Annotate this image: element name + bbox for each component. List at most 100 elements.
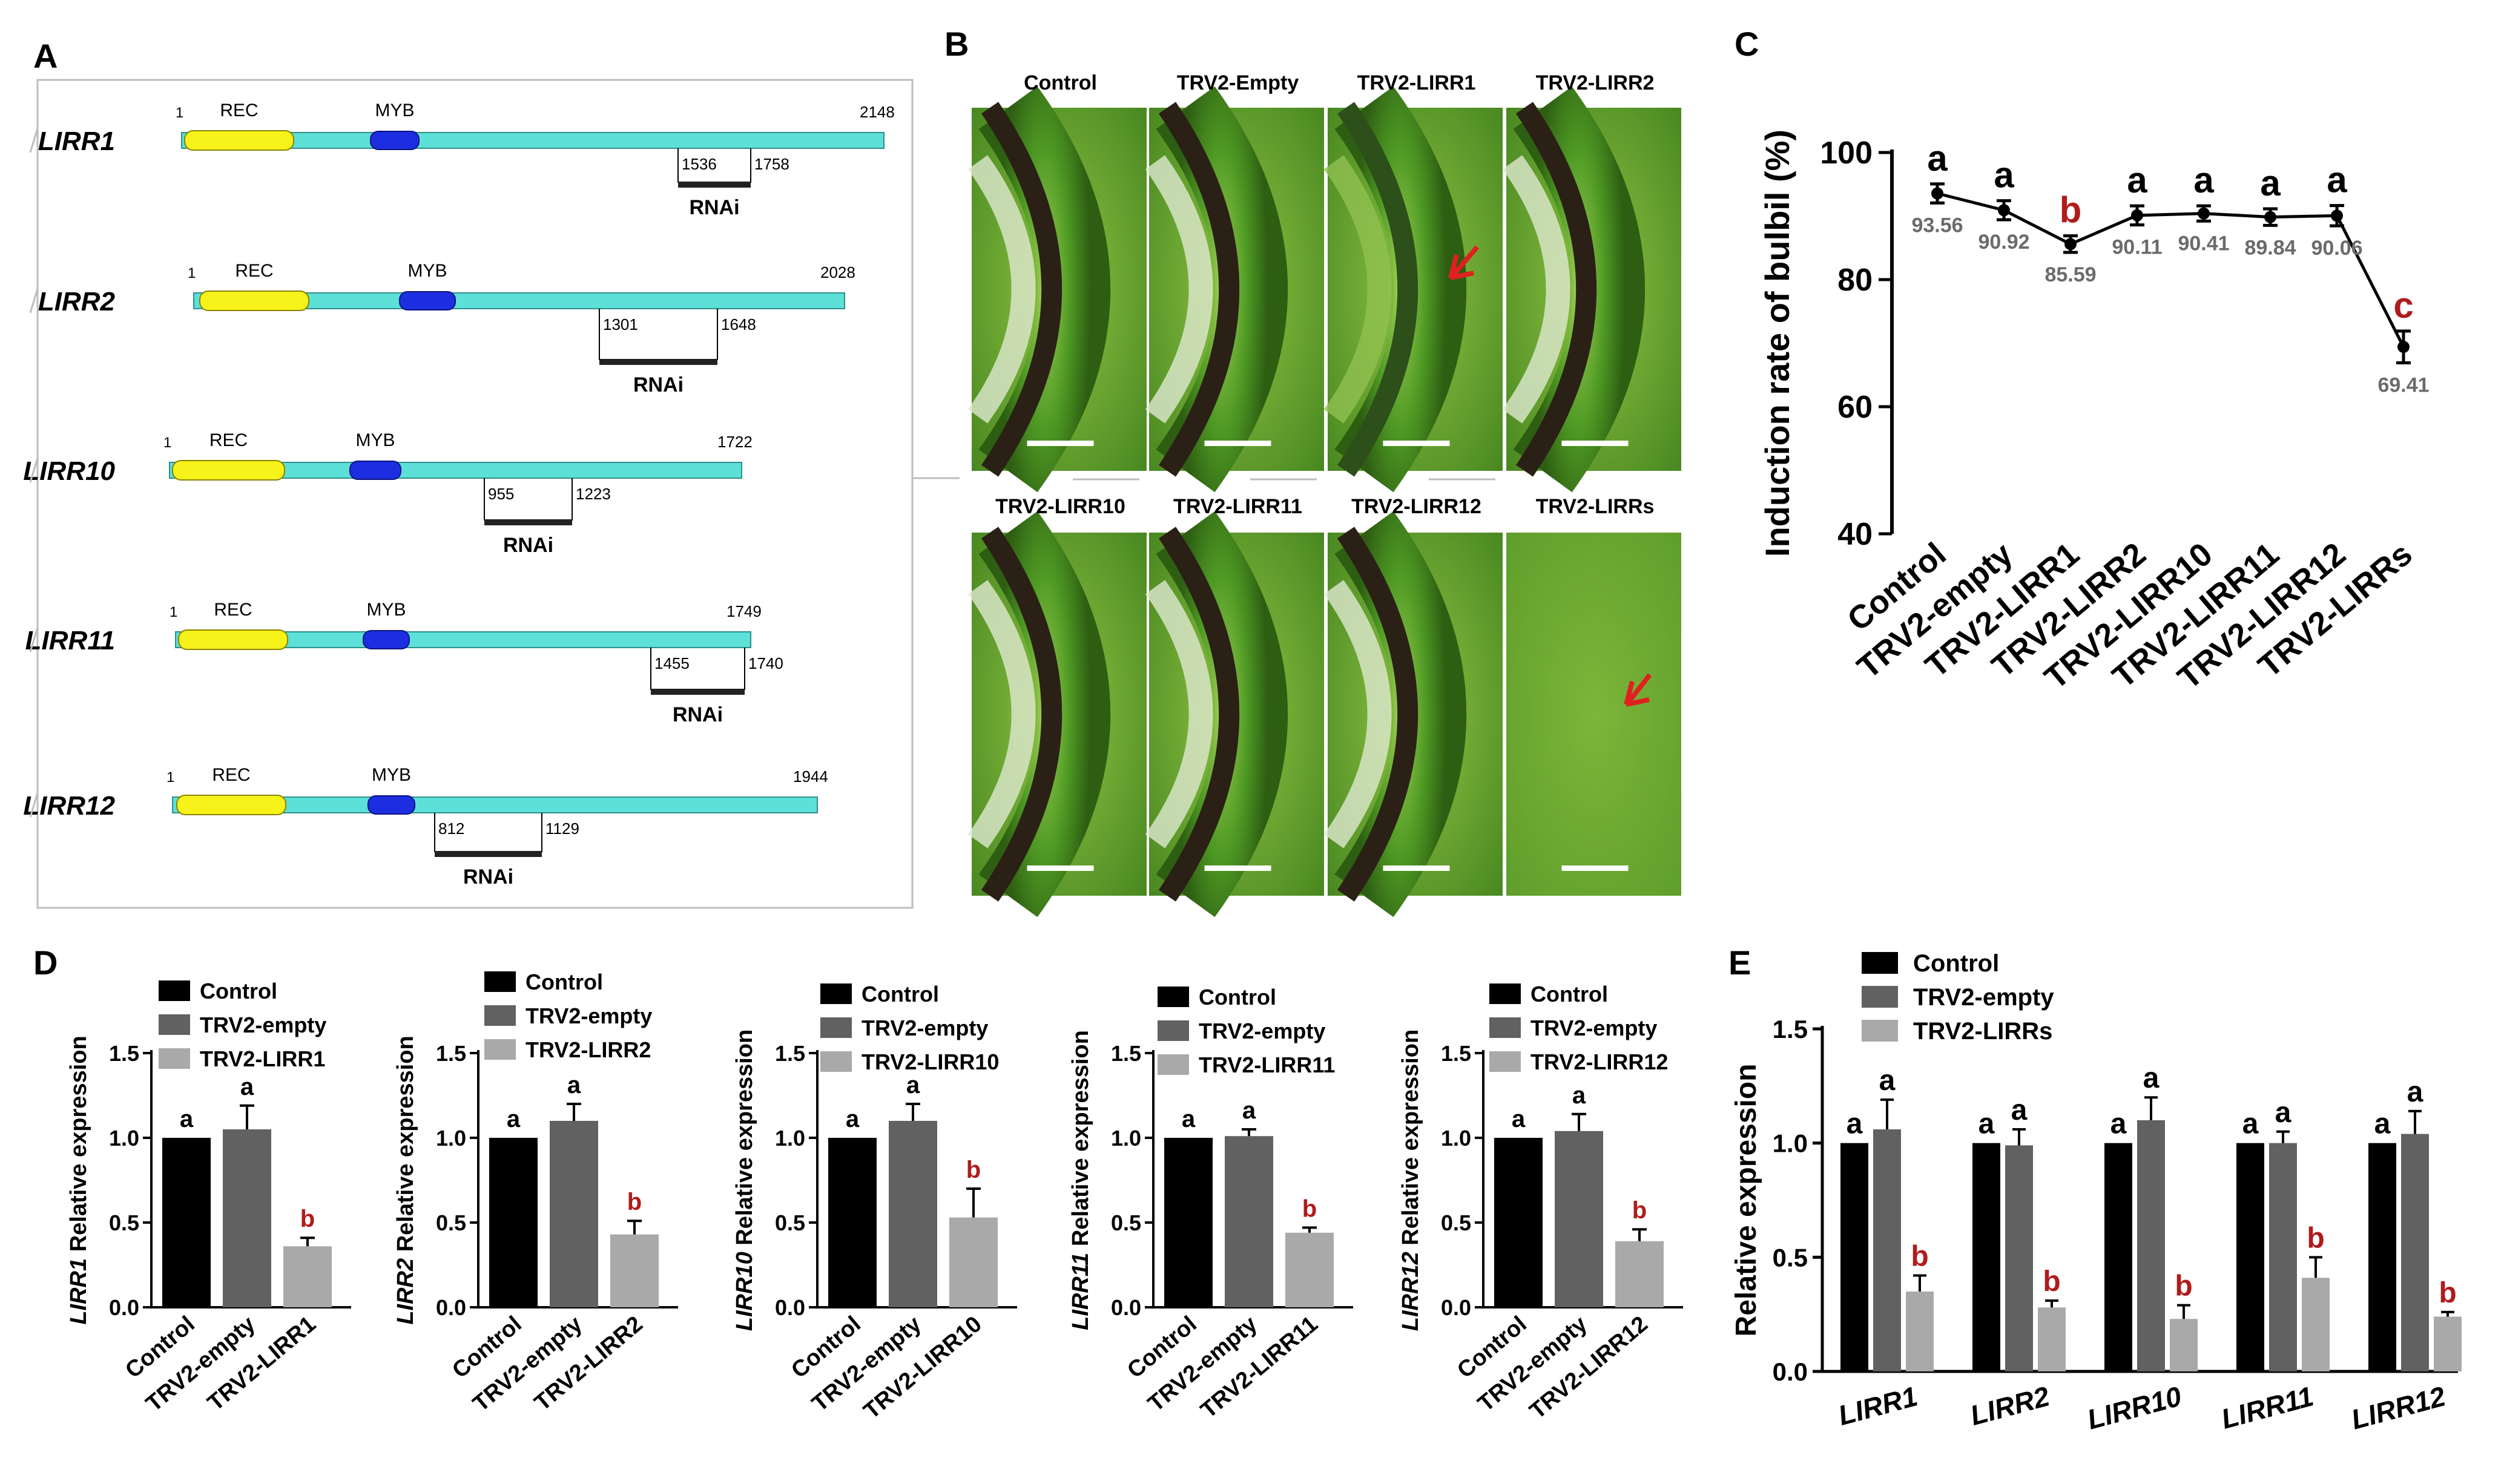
phenotype-image-trv2-lirrs: TRV2-LIRRs (1506, 495, 1681, 896)
y-axis-gene: LIRR1 (66, 1258, 91, 1325)
y-tick-label: 0.5 (1111, 1210, 1141, 1235)
rnai-label: RNAi (503, 534, 553, 557)
panel-a-gene-structures: LIRR1 REC MYB 1 2148 1536 1758 RNAi LIRR2 REC MYB 1… (23, 79, 960, 909)
stem-tissue (978, 86, 1111, 493)
data-value-label: 90.41 (2178, 232, 2229, 255)
rnai-start-position: 1301 (603, 315, 638, 333)
y-axis-suffix: Relative expression (1398, 1029, 1423, 1252)
myb-domain (370, 131, 420, 150)
significance-letter: b (1911, 1241, 1928, 1273)
bar (1285, 1232, 1334, 1307)
dark-band (981, 527, 1063, 902)
bar (1615, 1241, 1664, 1307)
red-arrow-icon (1448, 245, 1480, 280)
legend-label: TRV2-empty (1530, 1016, 1657, 1040)
data-point (2064, 238, 2077, 251)
y-tick-label: 0.0 (436, 1295, 466, 1320)
significance-letter: c (2393, 285, 2413, 326)
start-position: 1 (176, 105, 183, 121)
y-tick-label: 60 (1837, 390, 1873, 425)
significance-letter: a (906, 1072, 920, 1098)
legend-label: Control (1530, 982, 1608, 1006)
significance-letter: b (2307, 1222, 2324, 1254)
significance-letter: a (2242, 1108, 2259, 1140)
myb-domain (399, 291, 456, 310)
significance-letter: a (1847, 1108, 1863, 1140)
scale-bar (1561, 865, 1629, 871)
bar (828, 1138, 877, 1307)
panel-letter-d: D (33, 944, 58, 982)
image-label: TRV2-LIRR12 (1351, 495, 1481, 518)
gene-name: LIRR11 (25, 626, 115, 655)
dark-band (1515, 102, 1597, 477)
y-axis-label: LIRR11 Relative expression (1068, 1030, 1093, 1330)
rnai-end-position: 1758 (754, 155, 789, 173)
rec-label: REC (220, 100, 258, 120)
data-point (2198, 207, 2210, 220)
rnai-end-position: 1648 (721, 315, 756, 333)
significance-letter: a (1994, 155, 2014, 195)
significance-letter: b (2043, 1266, 2060, 1298)
image-label: Control (1024, 71, 1097, 94)
legend-swatch (1158, 1020, 1189, 1041)
rnai-label: RNAi (463, 865, 513, 888)
expression-chart-lirr1: Control TRV2-empty TRV2-LIRR1 0.0 0.5 1.0 1.5 L… (66, 979, 351, 1417)
rnai-start-position: 1455 (654, 654, 690, 672)
start-position: 1 (163, 435, 171, 451)
bar (2434, 1316, 2462, 1371)
legend-swatch (1158, 1054, 1189, 1075)
significance-letter: a (240, 1074, 254, 1100)
significance-letter: a (1927, 138, 1948, 179)
y-tick-label: 0.5 (436, 1210, 466, 1235)
legend-label: TRV2-LIRRs (1913, 1018, 2052, 1045)
phenotype-image-trv2-lirr1: TRV2-LIRR1 (1323, 71, 1503, 493)
y-tick-label: 80 (1837, 263, 1873, 298)
gene-structure-lirr12: LIRR12 REC MYB 1 1944 812 1129 RNAi (23, 765, 828, 888)
bar (2236, 1143, 2264, 1371)
bulbil-tissue (1323, 580, 1392, 849)
data-point (2264, 211, 2276, 223)
legend-label: TRV2-empty (862, 1016, 988, 1040)
y-tick-label: 100 (1820, 136, 1873, 171)
end-position: 1722 (717, 433, 753, 451)
significance-letter: b (300, 1206, 315, 1232)
gene-name: LIRR10 (23, 456, 115, 486)
bar (1164, 1138, 1213, 1307)
legend-label: Control (1913, 950, 1999, 977)
expression-chart-lirr12: Control TRV2-empty TRV2-LIRR12 0.0 0.5 1.0 1.5… (1398, 982, 1683, 1424)
bulbil-tissue (967, 580, 1036, 849)
legend-swatch (159, 980, 190, 1001)
arrow-shaft (1626, 673, 1652, 704)
y-axis-gene: LIRR12 (1398, 1252, 1423, 1331)
myb-label: MYB (355, 430, 395, 450)
start-position: 1 (170, 604, 177, 620)
start-position: 1 (188, 265, 196, 281)
legend-swatch (820, 1051, 852, 1072)
rnai-start-position: 1536 (682, 155, 717, 173)
rnai-end-position: 1223 (576, 485, 611, 503)
panel-a-frame (36, 79, 914, 909)
y-tick-label: 1.0 (1773, 1129, 1808, 1158)
phenotype-image-trv2-lirr2: TRV2-LIRR2 (1502, 71, 1681, 493)
legend-label: Control (526, 970, 603, 994)
panel-letter-c: C (1735, 25, 1759, 63)
myb-label: MYB (407, 261, 447, 281)
y-axis-suffix: Relative expression (1068, 1030, 1093, 1253)
bar (1225, 1136, 1273, 1307)
y-tick-label: 0.0 (1773, 1358, 1808, 1386)
bar (1494, 1138, 1543, 1307)
rec-domain (172, 460, 285, 481)
panel-letter-b: B (944, 25, 969, 63)
y-tick-label: 0.5 (109, 1210, 139, 1235)
frame-notch (29, 792, 39, 818)
rnai-fragment-bar (599, 359, 717, 365)
data-value-label: 90.11 (2112, 236, 2162, 259)
legend-swatch (484, 971, 516, 992)
legend-swatch (1862, 986, 1898, 1008)
rec-domain (184, 130, 294, 151)
significance-letter: b (2175, 1270, 2192, 1302)
panel-letter-a: A (33, 37, 58, 75)
bulbil-tissue (1323, 155, 1392, 424)
data-point (2397, 341, 2410, 353)
